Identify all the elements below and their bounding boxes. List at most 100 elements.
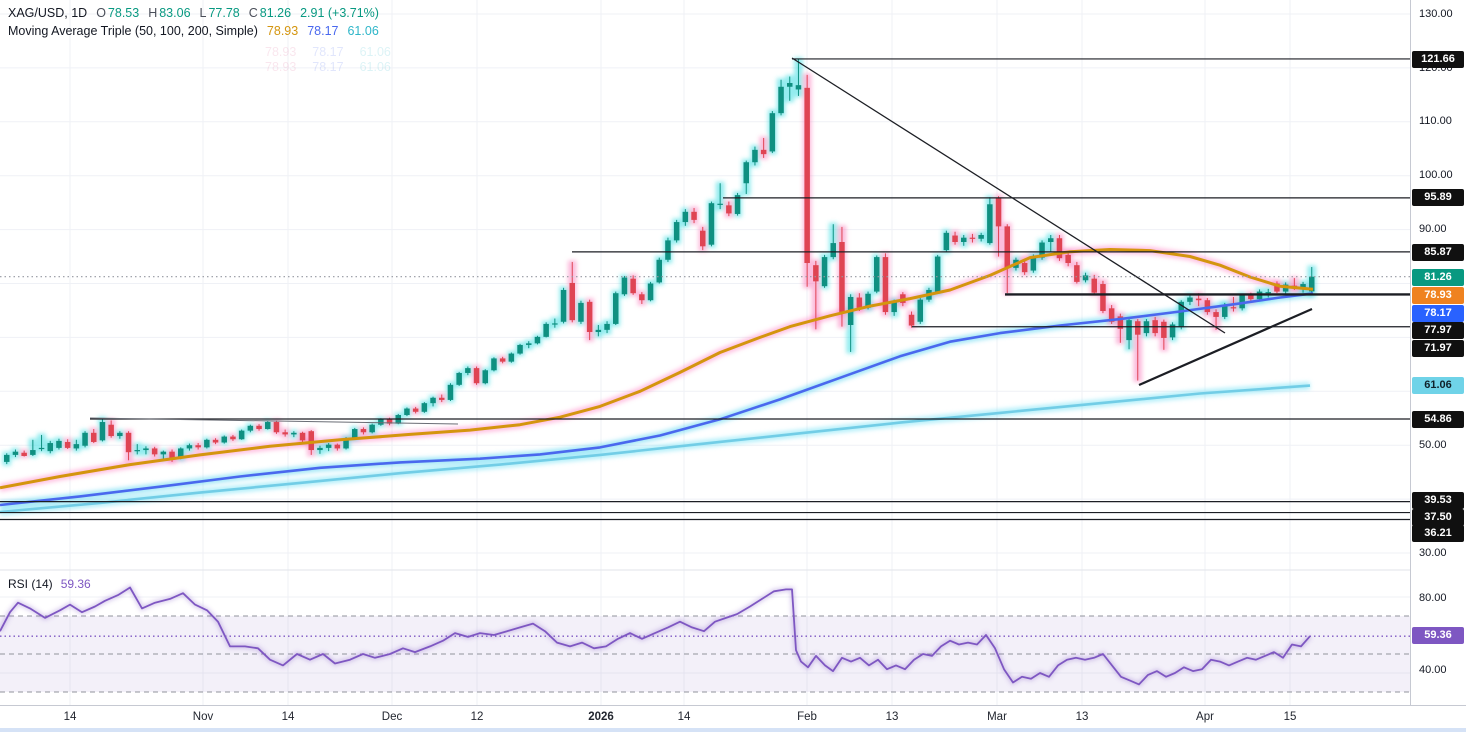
candle[interactable] [665,240,671,260]
candle[interactable] [987,204,993,244]
candle[interactable] [291,432,297,435]
time-axis[interactable]: 14 Nov 14 Dec 12 2026 14 Feb 13 Mar 13 Apr 15 [0,705,1466,729]
symbol-title[interactable]: XAG/USD, 1D [8,6,88,20]
candle[interactable] [212,439,219,443]
candle[interactable] [160,451,167,455]
candle[interactable] [273,422,280,433]
candle[interactable] [743,162,750,184]
rsi-series[interactable] [0,586,1410,686]
price-scale[interactable]: 130.00 120.00 110.00 100.00 90.00 50.00 30.00 8… [1410,0,1466,705]
candle[interactable] [38,447,45,450]
candle[interactable] [1039,242,1045,258]
candle[interactable] [317,447,323,451]
candle[interactable] [865,293,871,308]
candle[interactable] [143,448,149,451]
candle[interactable] [73,444,80,449]
candle[interactable] [1248,295,1254,300]
candle[interactable] [691,211,697,220]
candle[interactable] [412,408,419,412]
candle[interactable] [1021,263,1028,273]
candle[interactable] [1065,254,1071,264]
candle[interactable] [421,403,428,412]
candle[interactable] [1187,297,1193,302]
candle[interactable] [943,232,950,251]
candle[interactable] [386,419,393,424]
candle[interactable] [439,397,445,400]
candle[interactable] [465,368,471,373]
sma100-line[interactable] [0,292,1314,507]
candle[interactable] [647,283,654,301]
candle[interactable] [125,432,132,453]
candle[interactable] [230,436,236,440]
candle[interactable] [821,257,828,287]
candle[interactable] [256,425,262,430]
sma200-line[interactable] [0,384,1311,514]
candle[interactable] [352,429,358,439]
candle[interactable] [482,370,489,384]
candle[interactable] [1100,284,1106,311]
candle[interactable] [682,211,689,223]
candle[interactable] [456,372,462,385]
candle[interactable] [534,336,541,344]
candle[interactable] [282,432,288,435]
candle[interactable] [334,444,341,449]
candle[interactable] [1274,283,1280,292]
candle[interactable] [360,429,367,433]
candle[interactable] [760,149,767,155]
candle[interactable] [813,265,819,282]
candle[interactable] [700,230,706,247]
candle[interactable] [578,302,584,322]
candle[interactable] [21,452,27,456]
candle[interactable] [1222,305,1228,317]
candle[interactable] [621,277,628,295]
candle[interactable] [839,241,845,314]
candle[interactable] [91,432,97,442]
candle[interactable] [995,197,1002,227]
candle[interactable] [64,441,71,448]
candle[interactable] [1004,226,1011,268]
candle[interactable] [117,432,123,437]
candle[interactable] [508,353,515,362]
candle[interactable] [639,294,645,301]
candle[interactable] [560,289,567,322]
ma-legend-title[interactable]: Moving Average Triple (50, 100, 200, Sim… [8,24,258,38]
candle[interactable] [726,205,732,214]
candle[interactable] [917,299,924,322]
candle[interactable] [882,257,889,313]
candle[interactable] [369,424,375,433]
candle[interactable] [151,448,158,455]
candle[interactable] [856,297,863,308]
candle[interactable] [1195,298,1202,301]
candle[interactable] [908,314,915,326]
candlestick-series[interactable] [4,58,1315,465]
candle[interactable] [1108,308,1115,322]
candle[interactable] [569,282,576,321]
candle[interactable] [1048,238,1054,242]
candle[interactable] [1030,256,1037,271]
candle[interactable] [787,82,793,87]
candle[interactable] [30,450,36,455]
candle[interactable] [673,222,680,241]
candle[interactable] [82,432,88,446]
candle[interactable] [1126,320,1132,341]
candle[interactable] [186,445,193,449]
candle[interactable] [952,235,958,242]
candle[interactable] [586,301,593,333]
candle[interactable] [1204,300,1211,313]
candle[interactable] [795,85,802,90]
candle[interactable] [769,113,776,152]
candle[interactable] [961,237,967,242]
candle[interactable] [526,343,532,345]
candle[interactable] [656,259,663,283]
candle[interactable] [717,203,723,205]
rsi-legend-title[interactable]: RSI (14) [8,577,53,591]
candle[interactable] [221,436,228,443]
candle[interactable] [1309,276,1315,292]
candle[interactable] [1082,275,1089,281]
candle[interactable] [1213,312,1219,317]
candle[interactable] [378,419,384,425]
candle[interactable] [1161,321,1167,338]
candle[interactable] [299,432,306,441]
candle[interactable] [934,256,941,292]
